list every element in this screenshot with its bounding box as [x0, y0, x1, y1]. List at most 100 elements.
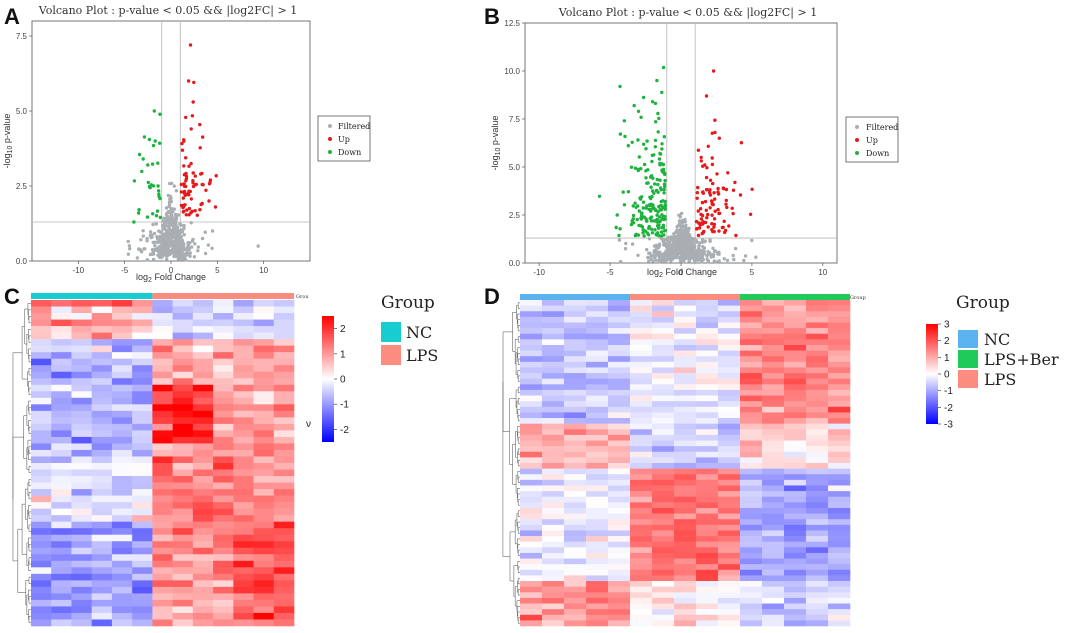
heatmap-cell	[111, 378, 133, 386]
heatmap-cell	[630, 502, 653, 509]
up-point	[214, 174, 218, 178]
heatmap-cell	[192, 404, 214, 412]
heatmap-cell	[718, 507, 741, 514]
y-tick-label: 2.5	[16, 182, 28, 191]
heatmap-cell	[542, 440, 565, 447]
heatmap-cell	[608, 491, 631, 498]
heatmap-cell	[674, 502, 697, 509]
heatmap-cell	[806, 496, 829, 503]
up-point	[188, 43, 193, 47]
x-tick-label: -5	[607, 268, 615, 277]
heatmap-cell	[273, 430, 295, 438]
heatmap-cell	[172, 580, 194, 588]
heatmap-cell	[192, 599, 214, 607]
heatmap-cell	[91, 554, 113, 562]
heatmap-cell	[740, 513, 763, 520]
heatmap-cell	[51, 371, 72, 379]
heatmap-cell	[652, 586, 675, 593]
heatmap-cell	[233, 580, 254, 588]
filtered-point	[697, 243, 701, 248]
heatmap-cell	[652, 457, 675, 464]
heatmap-cell	[586, 389, 609, 396]
heatmap-cell	[806, 581, 829, 587]
heatmap-cell	[828, 384, 851, 391]
heatmap-cell	[608, 609, 631, 616]
heatmap-cell	[630, 536, 653, 542]
heatmap-cell	[828, 373, 851, 379]
heatmap-cell	[762, 378, 785, 385]
heatmap-cell	[696, 536, 719, 542]
filtered-point	[151, 240, 155, 245]
heatmap-cell	[564, 502, 587, 509]
heatmap-cell	[111, 515, 133, 522]
down-point	[636, 233, 641, 237]
heatmap-cell	[564, 440, 587, 447]
heatmap-cell	[806, 361, 829, 368]
colorbar-tick-label: -3	[944, 420, 953, 431]
heatmap-cell	[652, 429, 675, 436]
heatmap-cell	[233, 476, 254, 483]
heatmap-cell	[132, 345, 153, 353]
heatmap-cell	[213, 495, 234, 503]
heatmap-cell	[740, 344, 763, 351]
down-point	[653, 145, 657, 149]
heatmap-cell	[31, 404, 52, 412]
heatmap-cell	[674, 547, 697, 554]
up-point	[187, 206, 192, 211]
heatmap-cell	[762, 519, 785, 526]
heatmap-cell	[520, 547, 543, 554]
heatmap-cell	[740, 316, 763, 323]
heatmap-cell	[71, 567, 92, 575]
heatmap-cell	[51, 593, 72, 601]
heatmap-cell	[233, 606, 254, 614]
heatmap-cell	[51, 384, 72, 392]
up-point	[179, 182, 184, 187]
heatmap-cell	[71, 358, 92, 366]
heatmap-cell	[31, 332, 52, 340]
heatmap-cell	[542, 468, 565, 475]
down-point	[650, 227, 654, 231]
heatmap-cell	[608, 620, 631, 627]
heatmap-cell	[192, 580, 214, 588]
heatmap-cell	[740, 333, 763, 340]
heatmap-cell	[520, 524, 543, 531]
heatmap-cell	[172, 482, 194, 490]
heatmap-cell	[233, 352, 254, 359]
heatmap-cell	[273, 410, 295, 418]
up-point	[182, 164, 186, 168]
heatmap-cell	[111, 430, 133, 438]
heatmap-cell	[111, 508, 133, 516]
heatmap-cell	[233, 534, 254, 542]
heatmap-cell	[273, 534, 295, 542]
heatmap-cell	[172, 300, 194, 307]
heatmap-cell	[674, 389, 697, 396]
heatmap-cell	[91, 332, 113, 340]
heatmap-cell	[542, 519, 565, 526]
heatmap-cell	[674, 496, 697, 503]
heatmap-cell	[586, 496, 609, 503]
heatmap-cell	[71, 300, 92, 307]
filtered-point	[750, 238, 754, 243]
heatmap-cell	[652, 350, 675, 357]
down-point	[663, 228, 667, 233]
heatmap-cell	[542, 507, 565, 514]
down-point	[658, 161, 662, 165]
up-point	[193, 209, 197, 213]
up-point	[193, 174, 197, 178]
heatmap-cell	[652, 468, 675, 475]
heatmap-cell	[564, 401, 587, 408]
up-point	[193, 183, 197, 187]
heatmap-cell	[132, 528, 153, 536]
heatmap-cell	[111, 489, 133, 496]
heatmap-cell	[152, 345, 173, 353]
heatmap-cell	[740, 446, 763, 453]
heatmap-cell	[828, 552, 851, 559]
heatmap-cell	[91, 404, 113, 412]
up-point	[198, 122, 202, 127]
heatmap-cell	[213, 515, 234, 522]
down-point	[653, 228, 657, 232]
heatmap-cell	[233, 495, 254, 503]
heatmap-cell	[652, 491, 675, 498]
heatmap-cell	[233, 554, 254, 562]
heatmap-cell	[564, 378, 587, 385]
